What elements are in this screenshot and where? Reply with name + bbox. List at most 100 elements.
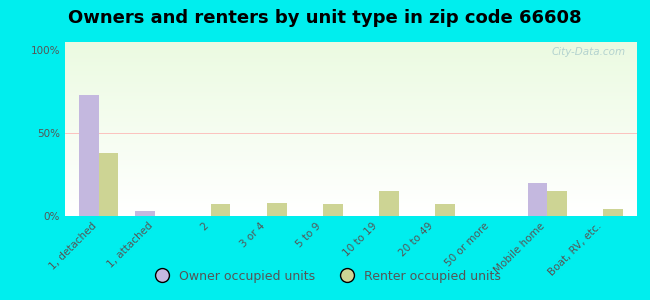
Bar — [65, 127, 637, 128]
Bar — [65, 156, 637, 157]
Bar — [65, 132, 637, 133]
Bar — [65, 201, 637, 202]
Bar — [135, 211, 155, 216]
Bar — [65, 81, 637, 82]
Bar — [65, 139, 637, 140]
Bar — [65, 58, 637, 59]
Bar — [65, 194, 637, 195]
Bar — [65, 104, 637, 105]
Bar — [65, 86, 637, 87]
Bar — [65, 167, 637, 168]
Bar — [65, 114, 637, 115]
Bar — [65, 137, 637, 138]
Bar — [65, 88, 637, 89]
Bar — [65, 204, 637, 205]
Bar — [65, 87, 637, 88]
Bar — [65, 89, 637, 90]
Bar — [65, 98, 637, 99]
Bar — [65, 157, 637, 158]
Bar — [65, 158, 637, 159]
Bar — [65, 51, 637, 52]
Bar — [65, 95, 637, 96]
Bar — [65, 166, 637, 167]
Bar — [65, 118, 637, 119]
Bar — [65, 66, 637, 67]
Bar — [65, 110, 637, 111]
Bar — [65, 138, 637, 139]
Bar — [65, 73, 637, 74]
Bar — [65, 214, 637, 215]
Bar — [65, 62, 637, 63]
Bar — [65, 161, 637, 162]
Bar — [65, 176, 637, 177]
Bar — [65, 145, 637, 146]
Bar — [65, 202, 637, 203]
Bar — [65, 130, 637, 131]
Bar — [65, 185, 637, 186]
Bar — [65, 128, 637, 129]
Bar — [65, 99, 637, 100]
Bar — [65, 91, 637, 92]
Bar — [65, 90, 637, 91]
Bar — [65, 106, 637, 107]
Bar — [65, 184, 637, 185]
Bar — [65, 56, 637, 57]
Bar — [65, 69, 637, 70]
Bar — [65, 108, 637, 109]
Bar — [65, 118, 637, 119]
Bar — [65, 155, 637, 156]
Bar — [65, 168, 637, 169]
Bar — [65, 82, 637, 83]
Bar — [65, 131, 637, 132]
Bar — [65, 79, 637, 80]
Bar — [65, 189, 637, 190]
Bar — [65, 197, 637, 198]
Bar — [99, 153, 118, 216]
Bar — [65, 76, 637, 77]
Bar — [65, 125, 637, 126]
Bar — [65, 188, 637, 189]
Bar — [65, 60, 637, 61]
Bar — [65, 187, 637, 188]
Bar — [65, 172, 637, 173]
Bar — [65, 149, 637, 150]
Bar — [65, 129, 637, 130]
Bar — [65, 192, 637, 193]
Bar — [65, 150, 637, 151]
Bar — [65, 147, 637, 148]
Bar — [65, 119, 637, 120]
Bar — [65, 200, 637, 201]
Bar — [65, 85, 637, 86]
Bar — [65, 101, 637, 102]
Bar — [65, 111, 637, 112]
Bar — [65, 215, 637, 216]
Bar — [65, 49, 637, 50]
Bar — [65, 113, 637, 114]
Bar — [65, 54, 637, 55]
Bar — [65, 92, 637, 93]
Bar — [65, 68, 637, 69]
Bar — [547, 191, 567, 216]
Bar — [65, 182, 637, 183]
Bar — [79, 95, 99, 216]
Bar — [65, 199, 637, 200]
Bar — [65, 146, 637, 147]
Bar — [65, 105, 637, 106]
Bar — [65, 159, 637, 160]
Bar — [65, 209, 637, 210]
Bar — [603, 209, 623, 216]
Bar — [65, 43, 637, 44]
Bar — [65, 52, 637, 53]
Bar — [65, 183, 637, 184]
Bar — [65, 135, 637, 136]
Bar — [65, 80, 637, 81]
Bar — [65, 180, 637, 181]
Bar — [65, 124, 637, 125]
Bar — [65, 53, 637, 54]
Bar — [65, 195, 637, 196]
Bar — [65, 44, 637, 45]
Bar — [65, 93, 637, 94]
Bar — [65, 46, 637, 47]
Bar — [65, 97, 637, 98]
Bar — [65, 48, 637, 49]
